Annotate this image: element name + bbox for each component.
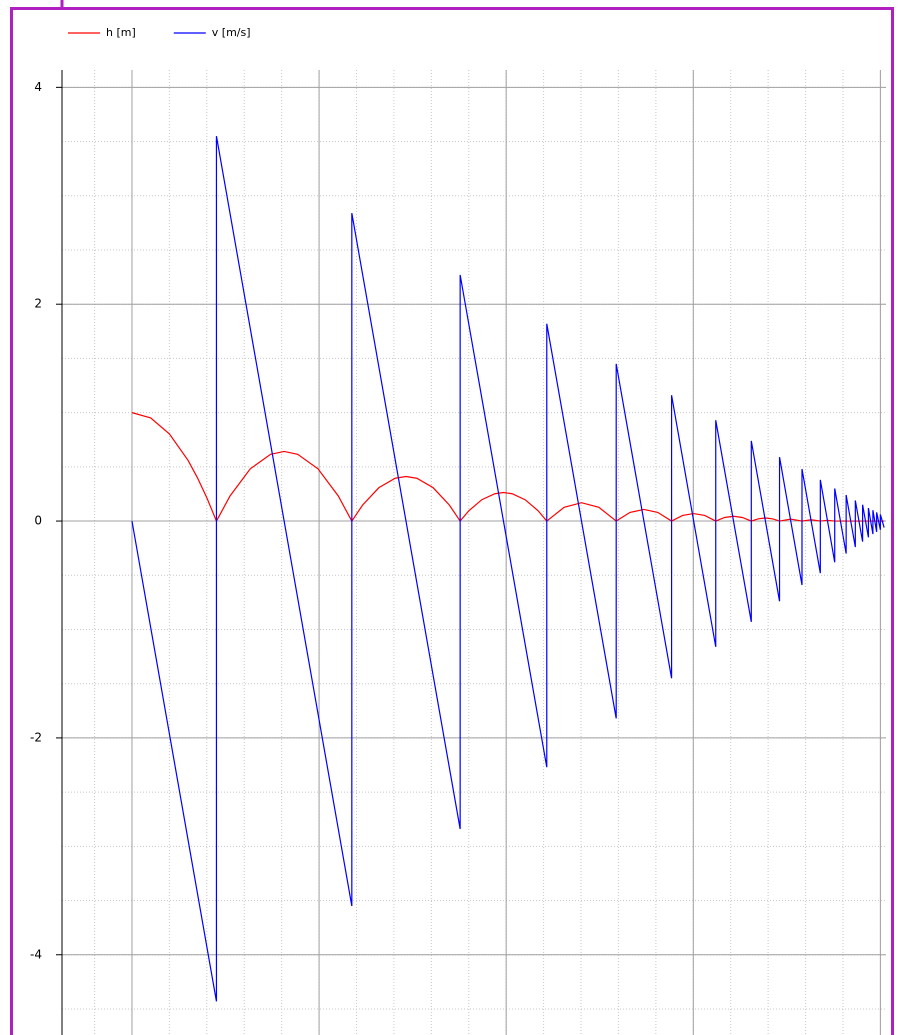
y-tick-label: 0 xyxy=(34,514,42,528)
window-frame xyxy=(10,7,894,1035)
legend-label: v [m/s] xyxy=(212,26,251,39)
legend: h [m] v [m/s] xyxy=(68,26,251,39)
y-tick-label: 4 xyxy=(34,80,42,94)
series-line xyxy=(131,136,885,1002)
y-tick-label: -4 xyxy=(30,947,42,961)
grid: -4 -2 0 2 4 xyxy=(30,70,886,1035)
series-line xyxy=(131,412,885,523)
y-tick-label: -2 xyxy=(30,730,42,744)
legend-label: h [m] xyxy=(106,26,136,39)
plot-lines xyxy=(131,136,885,1002)
y-tick-label: 2 xyxy=(34,297,42,311)
